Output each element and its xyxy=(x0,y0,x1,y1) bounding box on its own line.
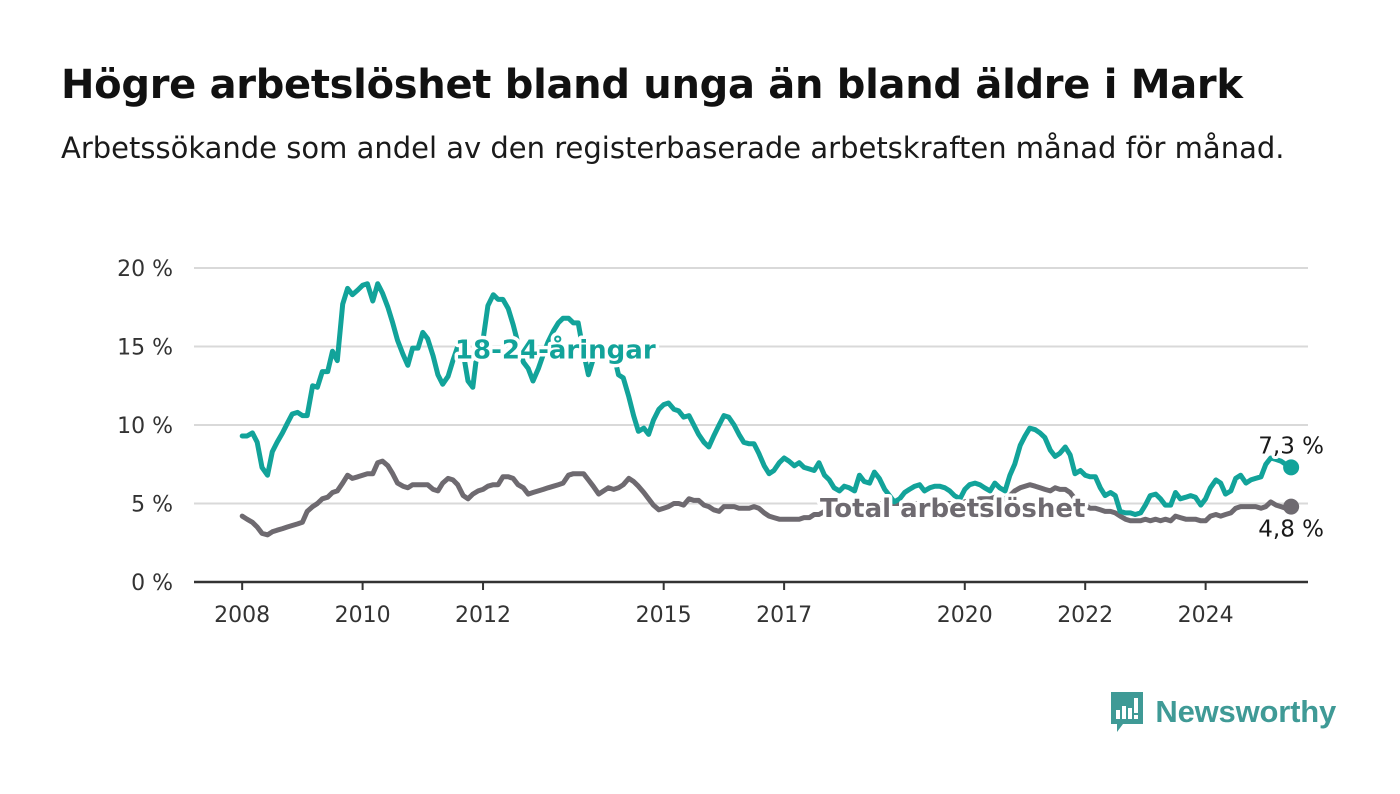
newsworthy-logo-icon xyxy=(1111,692,1144,732)
x-tick-label: 2015 xyxy=(636,603,692,628)
y-tick-label: 0 % xyxy=(131,571,173,596)
series-label-1: Total arbetslöshet xyxy=(820,494,1085,524)
series-layer xyxy=(239,281,1300,538)
x-tick-label: 2008 xyxy=(214,603,270,628)
series-end-marker-1 xyxy=(1283,498,1300,515)
x-tick-label: 2010 xyxy=(335,603,391,628)
brand-logo: Newsworthy xyxy=(1109,690,1336,734)
chart-title: Högre arbetslöshet bland unga än bland ä… xyxy=(61,62,1243,108)
line-chart: 0 %5 %10 %15 %20 % 2008 2010 2012 2015 2017 2… xyxy=(117,257,1327,628)
x-tick-label: 2024 xyxy=(1178,603,1234,628)
y-axis: 0 % 5 % 10 % 15 % 20 % xyxy=(117,257,173,596)
x-tick-label: 2012 xyxy=(455,603,511,628)
series-line-1 xyxy=(239,458,1294,538)
brand-name: Newsworthy xyxy=(1155,694,1336,729)
y-tick-label: 15 % xyxy=(117,336,173,361)
x-tick-label: 2017 xyxy=(756,603,812,628)
series-label-0: 18-24-åringar xyxy=(455,334,656,366)
x-tick-label: 2020 xyxy=(937,603,993,628)
y-tick-label: 5 % xyxy=(131,493,173,518)
y-tick-label: 20 % xyxy=(117,257,173,282)
end-value-label-1: 4,8 % xyxy=(1258,517,1324,543)
x-axis: 2008 2010 2012 2015 2017 2020 2022 2024 xyxy=(194,580,1308,628)
y-tick-label: 10 % xyxy=(117,414,173,439)
series-end-marker-0 xyxy=(1283,459,1300,476)
end-value-label-0: 7,3 % xyxy=(1258,433,1324,459)
x-tick-label: 2022 xyxy=(1057,603,1113,628)
labels-layer: 18-24-åringar Total arbetslöshet 7,3 % 4,8 … xyxy=(451,330,1327,546)
grid-lines xyxy=(194,267,1308,505)
series-line-0 xyxy=(239,281,1294,517)
chart-subtitle: Arbetssökande som andel av den registerb… xyxy=(61,131,1285,165)
